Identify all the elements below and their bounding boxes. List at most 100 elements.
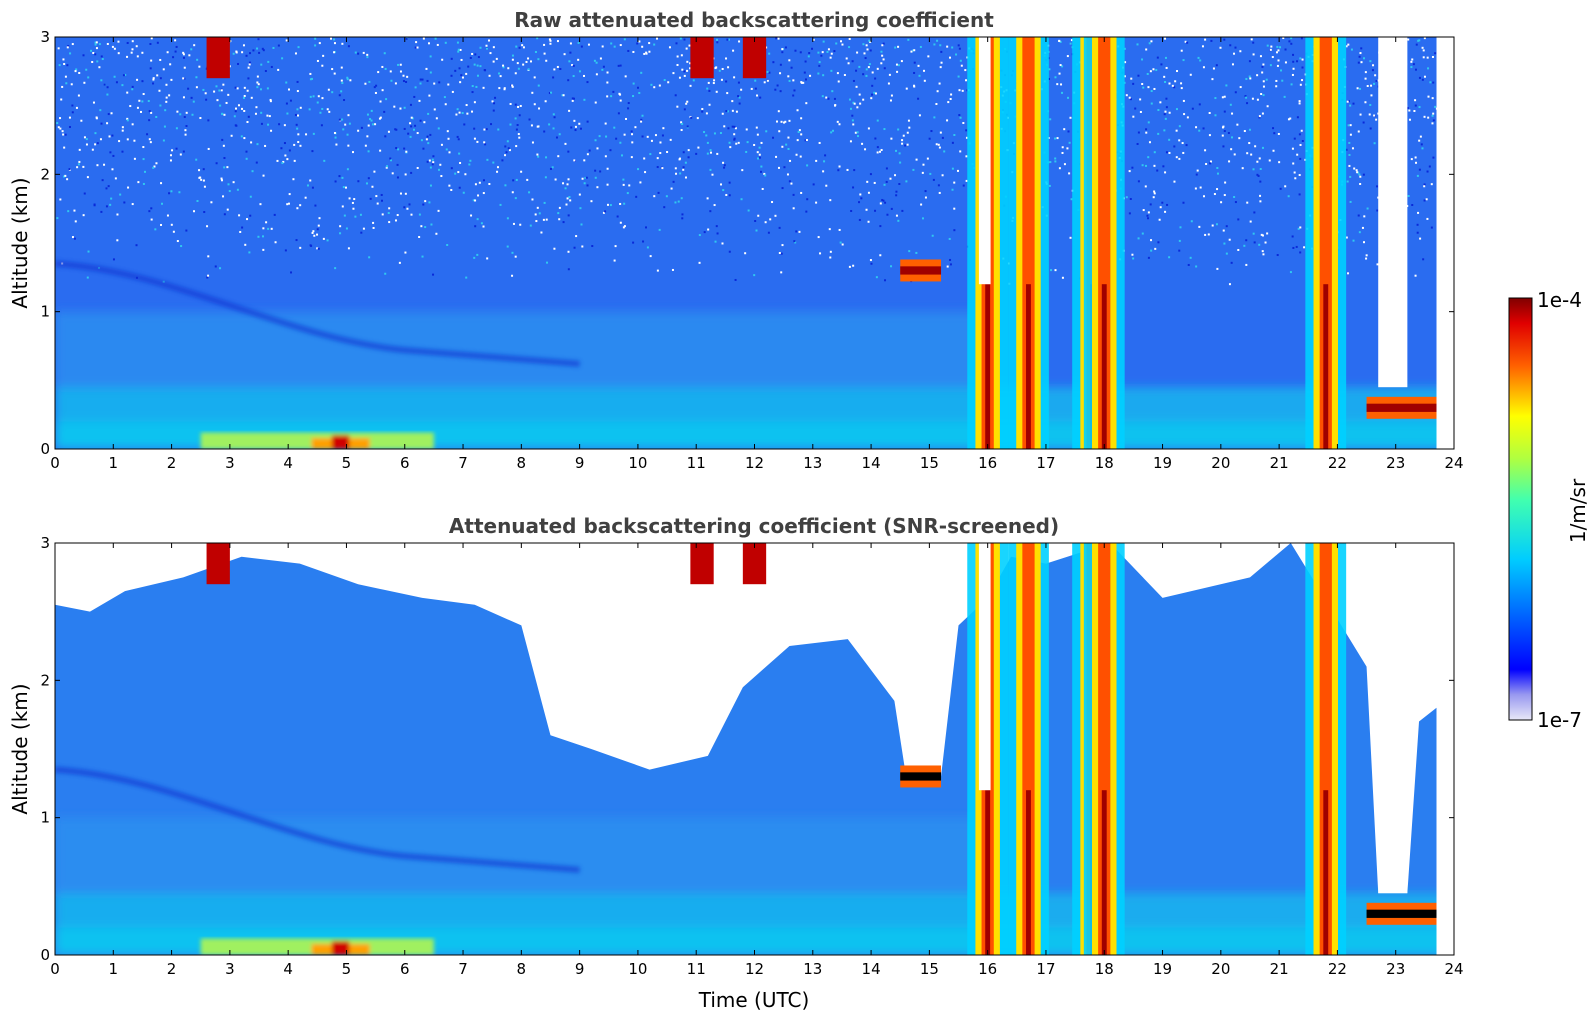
x-tick-label: 4 (283, 960, 293, 978)
precip-column (1305, 543, 1347, 955)
cloud-base (900, 765, 942, 788)
x-tick-label: 10 (628, 454, 647, 472)
x-tick-label: 18 (1095, 454, 1114, 472)
y-tick-label: 3 (40, 28, 50, 46)
x-tick-label: 13 (803, 454, 822, 472)
panel-raw: Raw attenuated backscattering coefficien… (8, 8, 1464, 472)
no-data-region (1436, 37, 1454, 449)
data-gap (1378, 37, 1408, 388)
x-tick-label: 20 (1211, 960, 1230, 978)
x-tick-label: 6 (400, 960, 410, 978)
x-tick-label: 9 (575, 960, 585, 978)
x-tick-label: 9 (575, 454, 585, 472)
x-tick-label: 19 (1153, 454, 1172, 472)
cloud-base (1366, 396, 1437, 419)
x-tick-label: 11 (687, 454, 706, 472)
x-tick-label: 24 (1444, 454, 1463, 472)
colorbar-gradient (1508, 297, 1533, 721)
x-tick-label: 22 (1328, 960, 1347, 978)
precip-column (1305, 37, 1347, 449)
y-tick-label: 0 (40, 440, 50, 458)
x-tick-label: 23 (1386, 454, 1405, 472)
x-tick-label: 7 (458, 960, 468, 978)
colorbar-unit-label: 1/m/sr (1566, 478, 1590, 543)
high-cloud (206, 543, 230, 585)
axis-ticks: 0 1 2 3 4 5 6 7 8 9 10 11 12 13 14 15 16 17 18 19 20 21 22 23 24… (40, 28, 1463, 472)
colorbar-max-label: 1e-4 (1537, 288, 1582, 312)
cloud-base (1366, 902, 1437, 925)
x-tick-label: 12 (745, 454, 764, 472)
y-axis-label: Altitude (km) (8, 177, 32, 308)
x-tick-label: 1 (109, 454, 119, 472)
x-tick-label: 3 (225, 454, 235, 472)
surface-aerosol (200, 432, 434, 449)
x-tick-label: 4 (283, 454, 293, 472)
x-tick-label: 23 (1386, 960, 1405, 978)
x-tick-label: 20 (1211, 454, 1230, 472)
residual-layer (55, 766, 580, 873)
x-tick-label: 12 (745, 960, 764, 978)
x-tick-label: 5 (342, 960, 352, 978)
y-tick-label: 1 (40, 303, 50, 321)
y-tick-label: 2 (40, 671, 50, 689)
x-axis-label: Time (UTC) (698, 988, 810, 1012)
x-tick-label: 16 (978, 960, 997, 978)
x-tick-label: 14 (862, 454, 881, 472)
high-cloud (690, 37, 714, 79)
x-tick-label: 14 (862, 960, 881, 978)
axis-ticks: 0 1 2 3 4 5 6 7 8 9 10 11 12 13 14 15 16 17 18 19 20 21 22 23 24… (40, 534, 1463, 978)
heatmap-screened (55, 543, 1454, 955)
colorbar-min-label: 1e-7 (1537, 708, 1582, 732)
x-tick-label: 1 (109, 960, 119, 978)
x-tick-label: 0 (50, 454, 60, 472)
x-tick-label: 8 (517, 454, 527, 472)
surface-aerosol (200, 938, 434, 955)
precip-column (1008, 37, 1049, 449)
heatmap-raw (55, 37, 1454, 449)
x-tick-label: 10 (628, 960, 647, 978)
x-tick-label: 0 (50, 960, 60, 978)
panel-title: Attenuated backscattering coefficient (S… (449, 514, 1059, 538)
colorbar: 1e-4 1e-7 1/m/sr (1508, 288, 1590, 732)
data-gap (978, 543, 991, 791)
x-tick-label: 6 (400, 454, 410, 472)
x-tick-label: 22 (1328, 454, 1347, 472)
x-tick-label: 2 (167, 960, 177, 978)
x-tick-label: 15 (920, 960, 939, 978)
x-tick-label: 16 (978, 454, 997, 472)
cloud-base (900, 259, 942, 282)
y-tick-label: 1 (40, 809, 50, 827)
x-tick-label: 11 (687, 960, 706, 978)
precip-column (1008, 543, 1049, 955)
x-tick-label: 7 (458, 454, 468, 472)
precip-column (1083, 543, 1125, 955)
x-tick-label: 21 (1270, 960, 1289, 978)
x-tick-label: 18 (1095, 960, 1114, 978)
data-gap (1378, 543, 1408, 894)
noise-speckle (56, 37, 1454, 286)
x-tick-label: 21 (1270, 454, 1289, 472)
x-tick-label: 8 (517, 960, 527, 978)
panel-title: Raw attenuated backscattering coefficien… (514, 8, 994, 32)
y-tick-label: 0 (40, 946, 50, 964)
high-cloud (742, 37, 767, 79)
x-tick-label: 19 (1153, 960, 1172, 978)
high-cloud (206, 37, 230, 79)
y-axis-label: Altitude (km) (8, 683, 32, 814)
x-tick-label: 24 (1444, 960, 1463, 978)
x-tick-label: 3 (225, 960, 235, 978)
no-data-region (1436, 543, 1454, 955)
precip-column (1083, 37, 1125, 449)
high-cloud (690, 543, 714, 585)
panel-screened: Attenuated backscattering coefficient (S… (8, 514, 1464, 1012)
x-tick-label: 17 (1036, 960, 1055, 978)
x-tick-label: 5 (342, 454, 352, 472)
data-gap (978, 37, 991, 285)
x-tick-label: 2 (167, 454, 177, 472)
x-tick-label: 13 (803, 960, 822, 978)
y-tick-label: 3 (40, 534, 50, 552)
x-tick-label: 17 (1036, 454, 1055, 472)
high-cloud (742, 543, 767, 585)
x-tick-label: 15 (920, 454, 939, 472)
